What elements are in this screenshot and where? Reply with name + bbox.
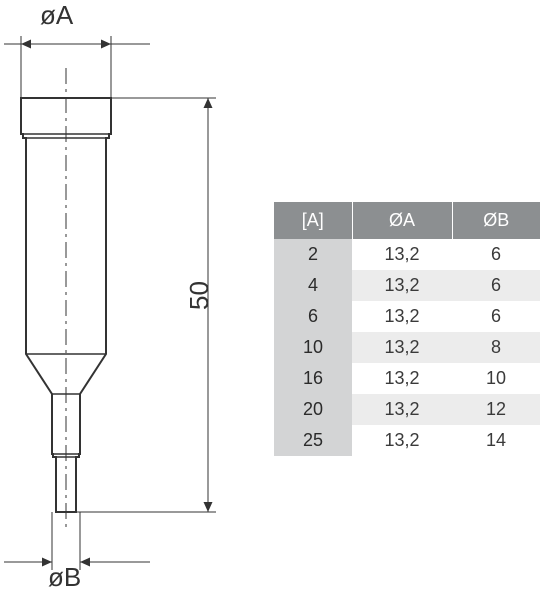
col-header-a: [A] (274, 202, 352, 239)
cell-a: 25 (274, 425, 352, 456)
table-row: 213,26 (274, 239, 540, 270)
cell-a: 10 (274, 332, 352, 363)
cell-a: 2 (274, 239, 352, 270)
cell-ob: 6 (452, 239, 540, 270)
part-svg (0, 0, 260, 600)
cell-oa: 13,2 (352, 239, 452, 270)
cell-oa: 13,2 (352, 394, 452, 425)
table: [A] ØA ØB 213,26413,26613,261013,281613,… (274, 202, 540, 456)
table-header: [A] ØA ØB (274, 202, 540, 239)
cell-oa: 13,2 (352, 363, 452, 394)
table-row: 2013,212 (274, 394, 540, 425)
col-header-ob: ØB (452, 202, 540, 239)
label-height-50: 50 (184, 281, 215, 310)
col-header-oa: ØA (352, 202, 452, 239)
table-row: 413,26 (274, 270, 540, 301)
cell-a: 6 (274, 301, 352, 332)
cell-a: 4 (274, 270, 352, 301)
technical-drawing: øA øB 50 (0, 0, 260, 600)
dimensions-table: [A] ØA ØB 213,26413,26613,261013,281613,… (274, 202, 540, 456)
cell-a: 20 (274, 394, 352, 425)
table-row: 2513,214 (274, 425, 540, 456)
cell-ob: 12 (452, 394, 540, 425)
cell-ob: 6 (452, 301, 540, 332)
cell-oa: 13,2 (352, 270, 452, 301)
cell-oa: 13,2 (352, 332, 452, 363)
table-row: 613,26 (274, 301, 540, 332)
cell-oa: 13,2 (352, 301, 452, 332)
cell-ob: 6 (452, 270, 540, 301)
table-body: 213,26413,26613,261013,281613,2102013,21… (274, 239, 540, 456)
label-diameter-b: øB (48, 562, 81, 593)
cell-ob: 10 (452, 363, 540, 394)
cell-ob: 14 (452, 425, 540, 456)
cell-a: 16 (274, 363, 352, 394)
table-row: 1613,210 (274, 363, 540, 394)
cell-ob: 8 (452, 332, 540, 363)
cell-oa: 13,2 (352, 425, 452, 456)
label-diameter-a: øA (40, 0, 73, 31)
table-row: 1013,28 (274, 332, 540, 363)
